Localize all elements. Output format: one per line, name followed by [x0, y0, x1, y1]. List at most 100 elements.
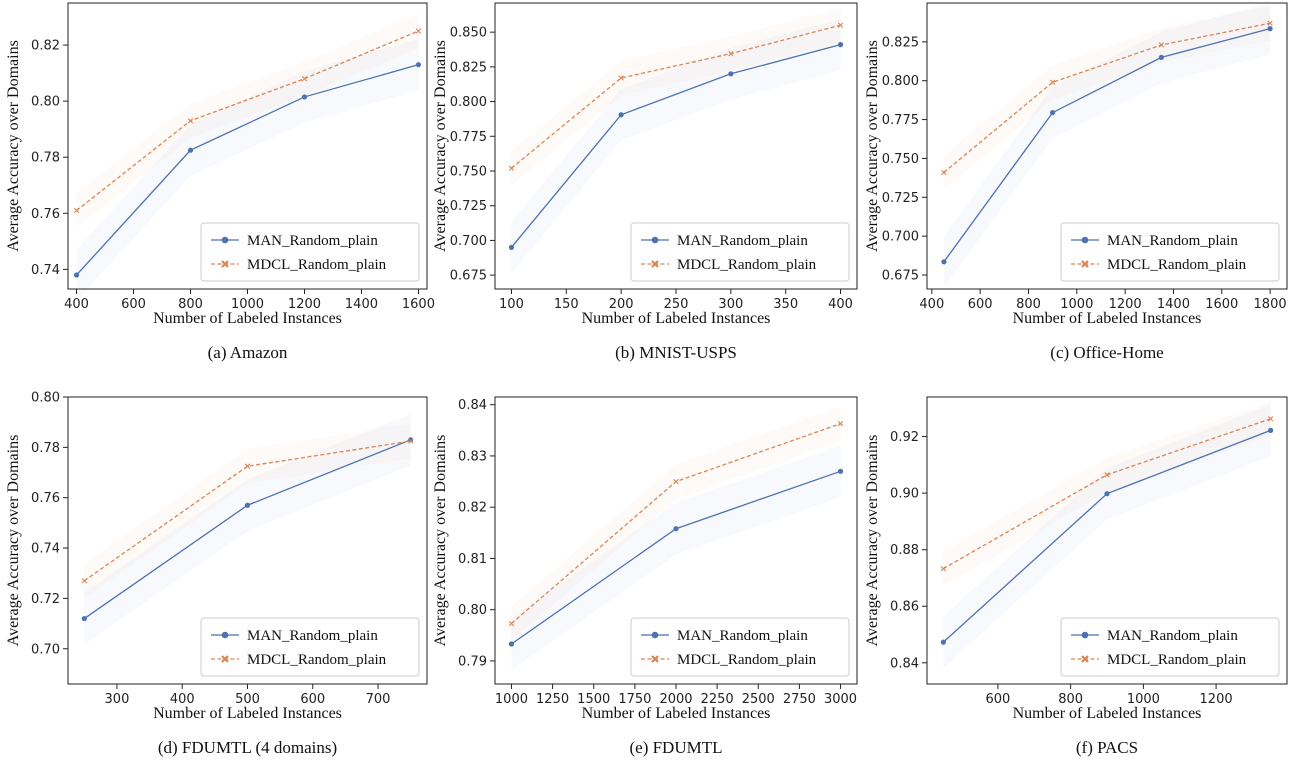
data-point-1 — [673, 478, 679, 485]
y-tick-label: 0.78 — [31, 441, 60, 456]
y-tick-label: 0.88 — [890, 543, 919, 558]
x-tick-label: 300 — [718, 297, 743, 312]
data-point-0 — [73, 272, 80, 278]
series-line-1 — [83, 440, 411, 582]
x-tick-label: 800 — [1016, 297, 1041, 312]
x-axis-title: Number of Labeled Instances — [153, 310, 342, 327]
legend-box — [200, 222, 420, 282]
legend-marker — [1081, 260, 1089, 268]
y-axis-title: Average Accuracy over Domains — [5, 40, 22, 252]
y-tick-label: 0.775 — [450, 130, 487, 145]
x-tick-label: 400 — [828, 297, 853, 312]
y-tick-label: 0.76 — [31, 207, 60, 222]
x-tick-label: 200 — [609, 297, 634, 312]
y-tick-label: 0.76 — [31, 491, 60, 506]
y-axis-title: Average Accuracy over Domains — [432, 40, 449, 252]
data-point-1 — [940, 565, 947, 572]
data-point-1 — [187, 118, 194, 124]
data-point-1 — [728, 50, 734, 57]
legend-marker — [221, 655, 229, 663]
x-tick-label: 1000 — [1127, 692, 1160, 707]
data-point-1 — [244, 463, 251, 469]
x-tick-label: 1000 — [231, 297, 264, 312]
x-tick-label: 350 — [773, 297, 798, 312]
x-tick-label: 100 — [499, 297, 524, 312]
y-axis-title: Average Accuracy over Domains — [864, 435, 881, 647]
y-tick-label: 0.72 — [31, 592, 60, 607]
legend: MAN_Random_plain MDCL_Random_plain — [200, 617, 420, 677]
legend-label: MDCL_Random_plain — [677, 652, 817, 668]
x-tick-label: 1750 — [618, 692, 651, 707]
x-tick-label: 1800 — [1254, 297, 1287, 312]
data-point-0 — [187, 147, 194, 153]
x-axis-title: Number of Labeled Instances — [1013, 705, 1202, 722]
series-line-0 — [510, 44, 841, 248]
confidence-band-1 — [511, 8, 841, 186]
legend-marker — [651, 655, 659, 663]
data-point-0 — [618, 112, 624, 118]
series-line-1 — [76, 30, 419, 212]
data-point-0 — [728, 71, 734, 77]
legend-marker — [651, 631, 659, 639]
y-tick-label: 0.84 — [890, 656, 919, 671]
x-tick-label: 800 — [1058, 692, 1083, 707]
confidence-band-0 — [76, 38, 419, 301]
confidence-band-0 — [511, 445, 841, 670]
chart-panel-3: 300 400 500 600 700 0.70 0.72 0.74 0.76 0.78 0.80 N… — [5, 391, 428, 757]
y-tick-label: 0.80 — [458, 603, 487, 618]
panel-caption: (a) Amazon — [208, 343, 288, 362]
legend-label: MDCL_Random_plain — [677, 257, 817, 273]
y-tick-label: 0.82 — [458, 501, 487, 516]
y-tick-label: 0.750 — [450, 164, 487, 179]
legend-label: MDCL_Random_plain — [247, 257, 387, 273]
y-tick-label: 0.80 — [31, 391, 60, 406]
y-tick-label: 0.850 — [450, 26, 487, 41]
legend: MAN_Random_plain MDCL_Random_plain — [630, 617, 850, 677]
x-tick-label: 600 — [121, 297, 146, 312]
x-tick-label: 800 — [178, 297, 203, 312]
x-tick-label: 1400 — [1157, 297, 1190, 312]
panel-caption: (b) MNIST-USPS — [615, 343, 737, 362]
data-point-1 — [1267, 20, 1273, 26]
y-tick-label: 0.725 — [882, 191, 919, 206]
x-tick-label: 1200 — [288, 297, 321, 312]
x-tick-label: 400 — [64, 297, 89, 312]
x-tick-label: 1000 — [495, 692, 528, 707]
y-tick-label: 0.700 — [450, 234, 487, 249]
confidence-band-1 — [511, 406, 841, 641]
y-tick-label: 0.675 — [882, 269, 919, 284]
chart-panel-1: 100 150 200 250 300 350 400 0.675 0.700 0.725 0.75… — [432, 2, 858, 362]
data-point-1 — [407, 438, 414, 444]
y-tick-label: 0.74 — [31, 263, 60, 278]
axes-frame — [926, 396, 1288, 685]
x-tick-label: 2000 — [659, 692, 692, 707]
x-tick-label: 500 — [235, 692, 260, 707]
data-point-0 — [941, 259, 947, 265]
y-tick-label: 0.800 — [450, 95, 487, 110]
legend-marker — [651, 260, 659, 268]
chart-panel-0: 400 600 800 1000 1200 1400 1600 0.74 0.76 0.78 0.8… — [5, 2, 435, 362]
y-tick-label: 0.90 — [890, 487, 919, 502]
y-tick-label: 0.92 — [890, 430, 919, 445]
data-point-0 — [244, 502, 251, 508]
confidence-band-1 — [76, 13, 419, 228]
x-tick-label: 600 — [968, 297, 993, 312]
x-axis-title: Number of Labeled Instances — [582, 310, 771, 327]
legend: MAN_Random_plain MDCL_Random_plain — [1060, 617, 1280, 677]
chart-panel-2: 400 600 800 1000 1200 1400 1600 1800 0.675 0.700 0… — [864, 2, 1288, 362]
x-tick-label: 600 — [985, 692, 1010, 707]
data-point-1 — [618, 75, 624, 81]
data-point-0 — [415, 62, 422, 68]
y-tick-label: 0.750 — [882, 152, 919, 167]
y-tick-label: 0.84 — [458, 398, 487, 413]
x-axis-title: Number of Labeled Instances — [1013, 310, 1202, 327]
legend-label: MAN_Random_plain — [1107, 233, 1238, 249]
confidence-band-0 — [84, 413, 411, 645]
data-point-0 — [408, 437, 414, 443]
chart-panel-5: 600 800 1000 1200 0.84 0.86 0.88 0.90 0.92 Number… — [864, 396, 1288, 757]
x-tick-label: 2250 — [701, 692, 734, 707]
legend-label: MDCL_Random_plain — [1107, 652, 1247, 668]
x-tick-label: 1600 — [402, 297, 435, 312]
x-tick-label: 150 — [554, 297, 579, 312]
y-axis-title: Average Accuracy over Domains — [864, 40, 881, 252]
